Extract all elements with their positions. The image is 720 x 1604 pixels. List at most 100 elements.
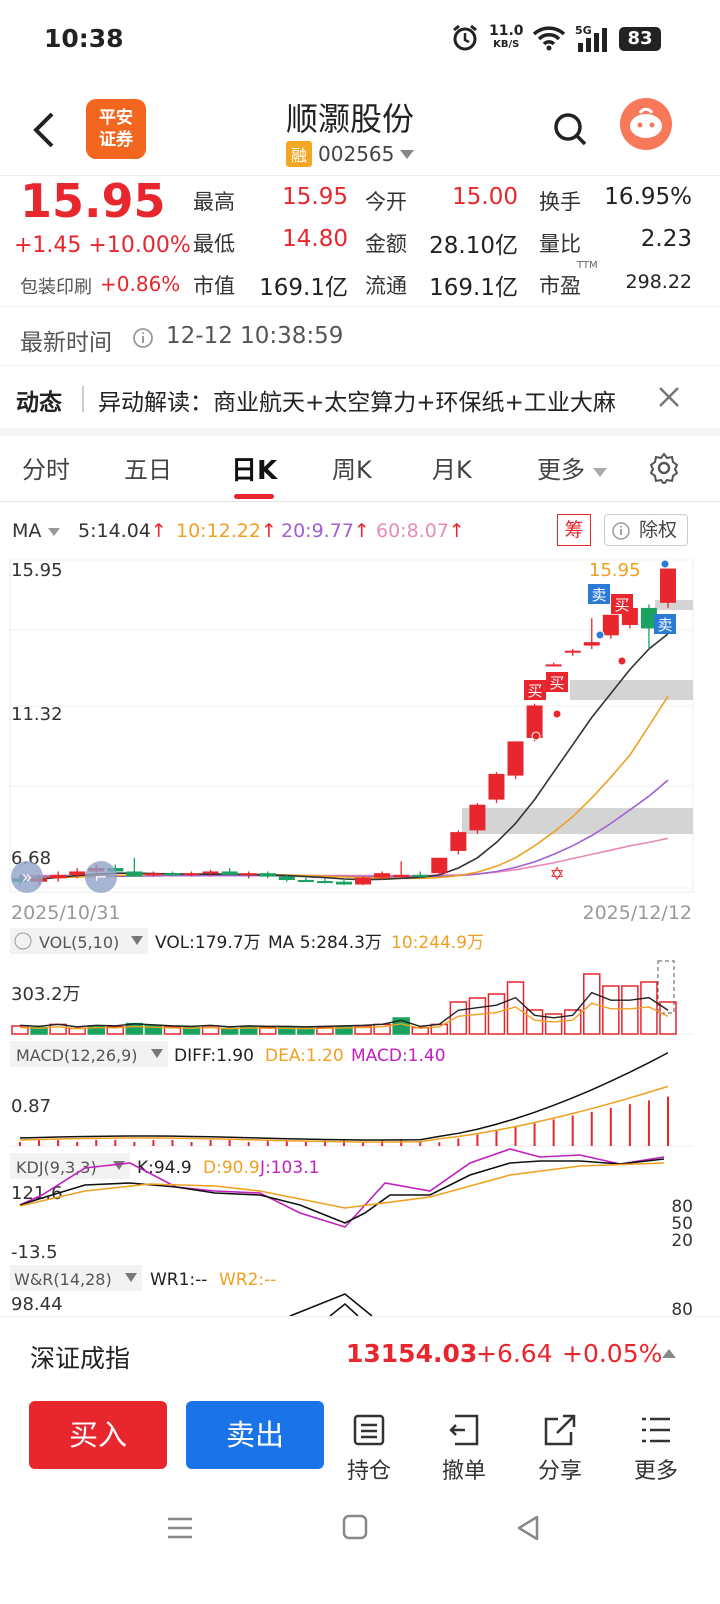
trade-toolbar: 买入 卖出 持仓 撤单 分享 更多 <box>0 1395 720 1503</box>
macd-title: MACD(12,26,9) <box>16 1046 138 1065</box>
signal-dot <box>552 709 562 719</box>
scroll-left-button <box>11 861 43 893</box>
news-ticker[interactable]: 动态 异动解读：商业航天+太空算力+环保纸+工业大麻 <box>0 366 720 428</box>
back-nav-icon[interactable] <box>515 1514 541 1542</box>
end-date-label: 2025/12/12 <box>582 902 692 924</box>
menu-list-icon <box>642 1417 670 1443</box>
ma5-value: 5:14.04↑ <box>78 520 167 542</box>
adjust-button[interactable]: 除权 <box>604 514 688 546</box>
candle-body <box>278 876 295 881</box>
volume-bar <box>602 985 620 1035</box>
candle-body <box>450 832 467 851</box>
candle-body <box>469 804 486 831</box>
share-button[interactable]: 分享 <box>530 1413 590 1485</box>
candle-body <box>69 871 86 875</box>
period-tabs: 分时 五日 日K 周K 月K 更多 <box>0 436 720 502</box>
settings-gear-icon[interactable] <box>648 452 680 484</box>
candle-body <box>221 871 238 875</box>
candle-body <box>336 881 352 885</box>
stat-label: 换手 <box>539 190 581 214</box>
undo-icon <box>449 1414 479 1446</box>
sector-change: +0.86% <box>100 272 181 296</box>
diff-line <box>19 1052 669 1141</box>
assistant-face-icon <box>630 107 662 138</box>
chevron-up-icon[interactable] <box>661 1347 677 1359</box>
status-time: 10:38 <box>44 24 124 53</box>
candle-body <box>259 873 276 877</box>
signal-badge <box>611 594 633 614</box>
more-button[interactable]: 更多 <box>626 1413 686 1485</box>
home-icon[interactable] <box>342 1514 368 1540</box>
stat-value: 15.95 <box>282 184 348 210</box>
signal-label: 卖 <box>591 586 606 604</box>
candle-body <box>488 773 505 800</box>
info-icon[interactable] <box>132 327 154 349</box>
tab-more[interactable]: 更多 <box>537 450 609 485</box>
volume-bar <box>468 997 487 1035</box>
chip-distribution-button[interactable]: 筹 <box>557 514 591 546</box>
signal-label: 5G <box>575 24 592 37</box>
stat-label: 市值 <box>193 274 235 298</box>
buy-button[interactable]: 买入 <box>29 1401 167 1469</box>
chevron-down-icon <box>48 528 61 536</box>
candle-body <box>640 607 657 629</box>
signal-label: 买 <box>614 596 629 614</box>
chevron-down-icon <box>125 1273 137 1282</box>
volume-bar <box>106 1026 125 1035</box>
volume-bar <box>239 1026 258 1035</box>
stock-code: 002565 <box>318 142 395 166</box>
document-icon <box>353 1414 385 1446</box>
close-icon[interactable] <box>656 384 682 410</box>
cancel-order-button[interactable]: 撤单 <box>434 1413 494 1485</box>
wifi-icon <box>532 26 566 51</box>
update-label: 最新时间 <box>20 330 112 356</box>
ma-selector[interactable]: MA <box>12 520 61 542</box>
y-tick-label: 11.32 <box>11 704 63 725</box>
index-value: 13154.03 <box>346 1339 478 1368</box>
back-icon[interactable] <box>30 110 58 150</box>
assistant-avatar[interactable] <box>620 98 672 150</box>
index-change: +6.64 <box>476 1339 553 1368</box>
info-icon <box>612 522 630 540</box>
candle-body <box>545 664 562 667</box>
news-tag: 动态 <box>16 390 62 416</box>
search-icon[interactable] <box>551 110 589 148</box>
volume-bar <box>335 1026 353 1035</box>
ma10-value: 10:12.22↑ <box>176 520 277 542</box>
candle-body <box>297 880 314 883</box>
volume-bar <box>487 993 506 1035</box>
stock-code-selector[interactable]: 融 002565 <box>286 141 416 167</box>
vol-title: VOL(5,10) <box>39 933 119 952</box>
positions-button[interactable]: 持仓 <box>339 1413 399 1485</box>
candle-body <box>164 873 181 876</box>
signal-badge <box>588 584 610 604</box>
news-text[interactable]: 异动解读：商业航天+太空算力+环保纸+工业大麻 <box>98 390 616 416</box>
candle-body <box>583 642 600 646</box>
ma5-line <box>19 633 669 881</box>
volume-bar <box>659 1001 677 1035</box>
tab-intraday[interactable]: 分时 <box>22 456 70 484</box>
recent-apps-icon[interactable] <box>166 1515 194 1541</box>
kdj-title: KDJ(9,3,3) <box>16 1158 97 1177</box>
tab-five-day[interactable]: 五日 <box>124 456 172 484</box>
kdj-k-line <box>19 1158 665 1224</box>
volume-bar <box>621 985 639 1035</box>
tab-daily-k[interactable]: 日K <box>231 456 278 486</box>
support-zone <box>655 600 693 610</box>
expand-icon: ⌐ <box>94 868 107 887</box>
signal-icon <box>578 28 607 52</box>
stat-label: 最低 <box>193 232 235 256</box>
signal-label: 买 <box>527 682 542 700</box>
candle-body <box>355 877 372 885</box>
tab-indicator <box>234 494 274 499</box>
tab-weekly-k[interactable]: 周K <box>332 456 372 484</box>
index-bar[interactable]: 深证成指 13154.03 +6.64 +0.05% <box>0 1316 720 1388</box>
signal-dot <box>617 656 627 666</box>
candle-body <box>145 873 162 876</box>
sector-name[interactable]: 包装印刷 <box>20 277 92 298</box>
candle-body <box>602 614 619 636</box>
sell-button[interactable]: 卖出 <box>186 1401 324 1469</box>
tab-monthly-k[interactable]: 月K <box>432 456 472 484</box>
volume-bar <box>449 1001 468 1035</box>
